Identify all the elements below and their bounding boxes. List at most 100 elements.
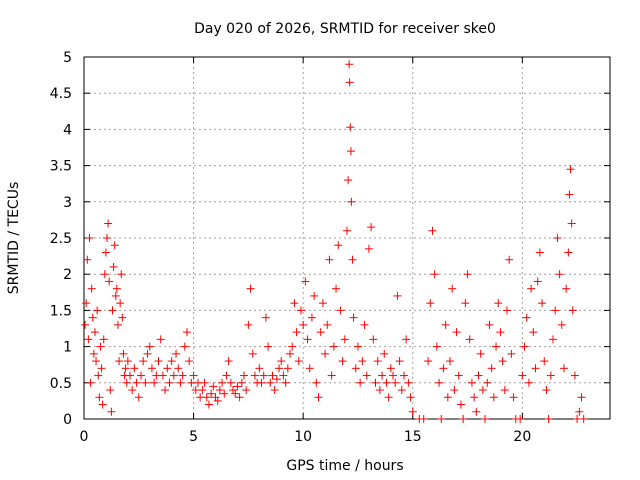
data-point bbox=[565, 190, 574, 199]
data-point bbox=[95, 393, 104, 402]
data-point bbox=[367, 223, 376, 232]
data-point bbox=[533, 277, 542, 286]
data-point bbox=[93, 306, 102, 315]
data-point bbox=[116, 299, 125, 308]
data-point bbox=[207, 389, 216, 398]
data-point bbox=[118, 313, 127, 322]
data-point bbox=[502, 306, 511, 315]
data-point bbox=[111, 291, 120, 300]
data-point bbox=[496, 328, 505, 337]
data-point bbox=[338, 357, 347, 366]
data-point bbox=[481, 415, 490, 423]
data-point bbox=[108, 306, 117, 315]
data-point bbox=[318, 299, 327, 308]
data-point bbox=[261, 313, 270, 322]
data-point bbox=[553, 234, 562, 242]
data-point bbox=[347, 197, 356, 206]
data-point bbox=[314, 393, 323, 402]
data-point bbox=[428, 226, 437, 235]
data-point bbox=[123, 357, 132, 366]
data-point bbox=[461, 299, 470, 308]
data-point bbox=[351, 364, 360, 373]
data-point bbox=[349, 313, 358, 322]
data-point bbox=[268, 371, 277, 380]
data-point bbox=[465, 335, 474, 344]
data-point bbox=[389, 371, 398, 380]
data-point bbox=[117, 270, 126, 279]
data-point bbox=[478, 386, 487, 395]
data-point bbox=[288, 342, 297, 351]
data-point bbox=[549, 335, 558, 344]
data-point bbox=[360, 320, 369, 329]
data-point bbox=[343, 226, 351, 235]
data-point bbox=[446, 357, 455, 366]
data-point bbox=[568, 306, 577, 315]
data-point bbox=[185, 357, 194, 366]
data-point bbox=[107, 407, 116, 416]
data-point bbox=[531, 364, 540, 373]
data-point bbox=[90, 328, 99, 337]
data-point bbox=[500, 386, 509, 395]
y-tick-label: 1 bbox=[63, 340, 72, 356]
data-point bbox=[84, 335, 93, 344]
data-point bbox=[408, 407, 417, 416]
x-tick-label: 10 bbox=[294, 429, 312, 445]
data-point bbox=[448, 284, 457, 293]
data-point bbox=[303, 335, 312, 344]
data-point bbox=[83, 255, 92, 264]
data-point bbox=[435, 378, 444, 387]
x-tick-label: 0 bbox=[80, 429, 89, 445]
data-point bbox=[290, 299, 299, 308]
data-point bbox=[527, 284, 536, 293]
data-point bbox=[259, 371, 268, 380]
data-point bbox=[369, 335, 378, 344]
data-point bbox=[393, 291, 402, 300]
data-point bbox=[226, 378, 235, 387]
data-point bbox=[198, 386, 207, 395]
data-point bbox=[353, 342, 362, 351]
data-point bbox=[178, 371, 187, 380]
data-point bbox=[87, 284, 96, 293]
data-point bbox=[544, 415, 553, 423]
data-point bbox=[147, 364, 156, 373]
axes bbox=[83, 56, 611, 420]
data-point bbox=[169, 371, 178, 380]
data-point bbox=[81, 320, 90, 329]
data-point bbox=[134, 393, 143, 402]
data-point bbox=[538, 299, 547, 308]
data-point bbox=[283, 364, 292, 373]
data-point bbox=[454, 371, 463, 380]
data-point bbox=[535, 248, 544, 257]
data-point bbox=[92, 357, 101, 366]
data-point bbox=[109, 262, 118, 271]
data-point bbox=[516, 415, 525, 423]
data-point bbox=[474, 371, 483, 380]
data-point bbox=[172, 349, 181, 358]
data-point bbox=[231, 389, 240, 398]
data-point bbox=[161, 386, 170, 395]
data-point bbox=[485, 320, 494, 329]
data-point bbox=[529, 328, 538, 337]
data-point bbox=[395, 357, 404, 366]
data-point bbox=[242, 386, 251, 395]
data-point bbox=[122, 378, 131, 387]
grid bbox=[84, 57, 610, 419]
y-tick-label: 3 bbox=[63, 195, 72, 211]
data-point bbox=[96, 342, 105, 351]
data-point bbox=[277, 357, 286, 366]
data-point bbox=[566, 165, 575, 174]
data-point bbox=[346, 123, 355, 132]
data-point bbox=[316, 328, 325, 337]
data-point bbox=[100, 270, 109, 279]
data-point bbox=[132, 378, 141, 387]
data-point bbox=[202, 393, 211, 402]
data-point bbox=[362, 371, 371, 380]
data-point bbox=[97, 364, 106, 373]
data-point bbox=[110, 241, 119, 250]
data-point bbox=[321, 349, 330, 358]
data-point bbox=[419, 415, 428, 423]
data-point bbox=[183, 328, 192, 337]
data-point bbox=[378, 371, 387, 380]
data-point bbox=[557, 320, 566, 329]
data-point bbox=[279, 371, 288, 380]
